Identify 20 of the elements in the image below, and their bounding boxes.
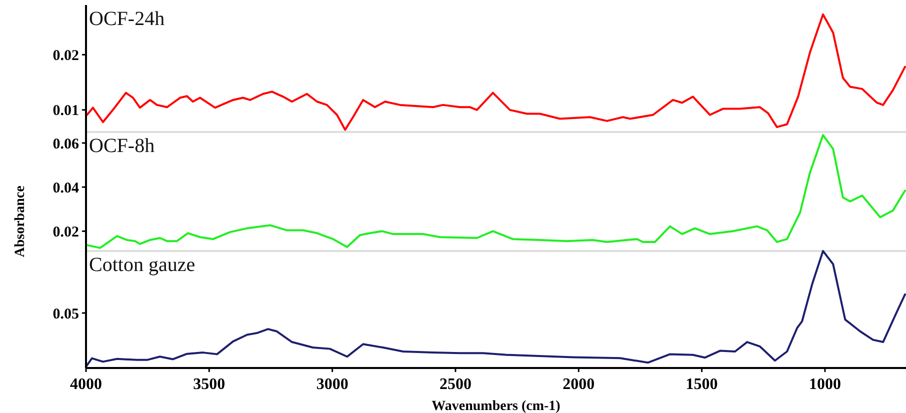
line-series: [86, 134, 906, 249]
text: OCF-8h: [89, 135, 155, 157]
x-tick-label: 1500: [686, 376, 718, 393]
y-tick-label: 0.02: [52, 224, 79, 240]
text: OCF-24h: [89, 8, 165, 30]
x-axis-title: Wavenumbers (cm-1): [432, 399, 561, 413]
line-series: [86, 13, 906, 131]
text: Cotton gauze: [89, 254, 196, 276]
x-tick-label: 3500: [193, 376, 226, 393]
y-tick-label: 0.04: [52, 180, 80, 196]
y-axis-title: Absorbance: [13, 186, 28, 258]
x-tick-label: 3000: [316, 376, 348, 393]
y-tick-label: 0.01: [52, 103, 79, 120]
x-tick-label: 2000: [562, 376, 595, 393]
y-tick-label: 0.02: [52, 48, 79, 64]
x-tick-label: 4000: [70, 376, 102, 393]
y-tick-label: 0.06: [52, 136, 80, 152]
text: 0.05: [52, 306, 79, 322]
x-tick-label: 1000: [808, 376, 841, 393]
x-tick-label: 2500: [439, 376, 472, 393]
